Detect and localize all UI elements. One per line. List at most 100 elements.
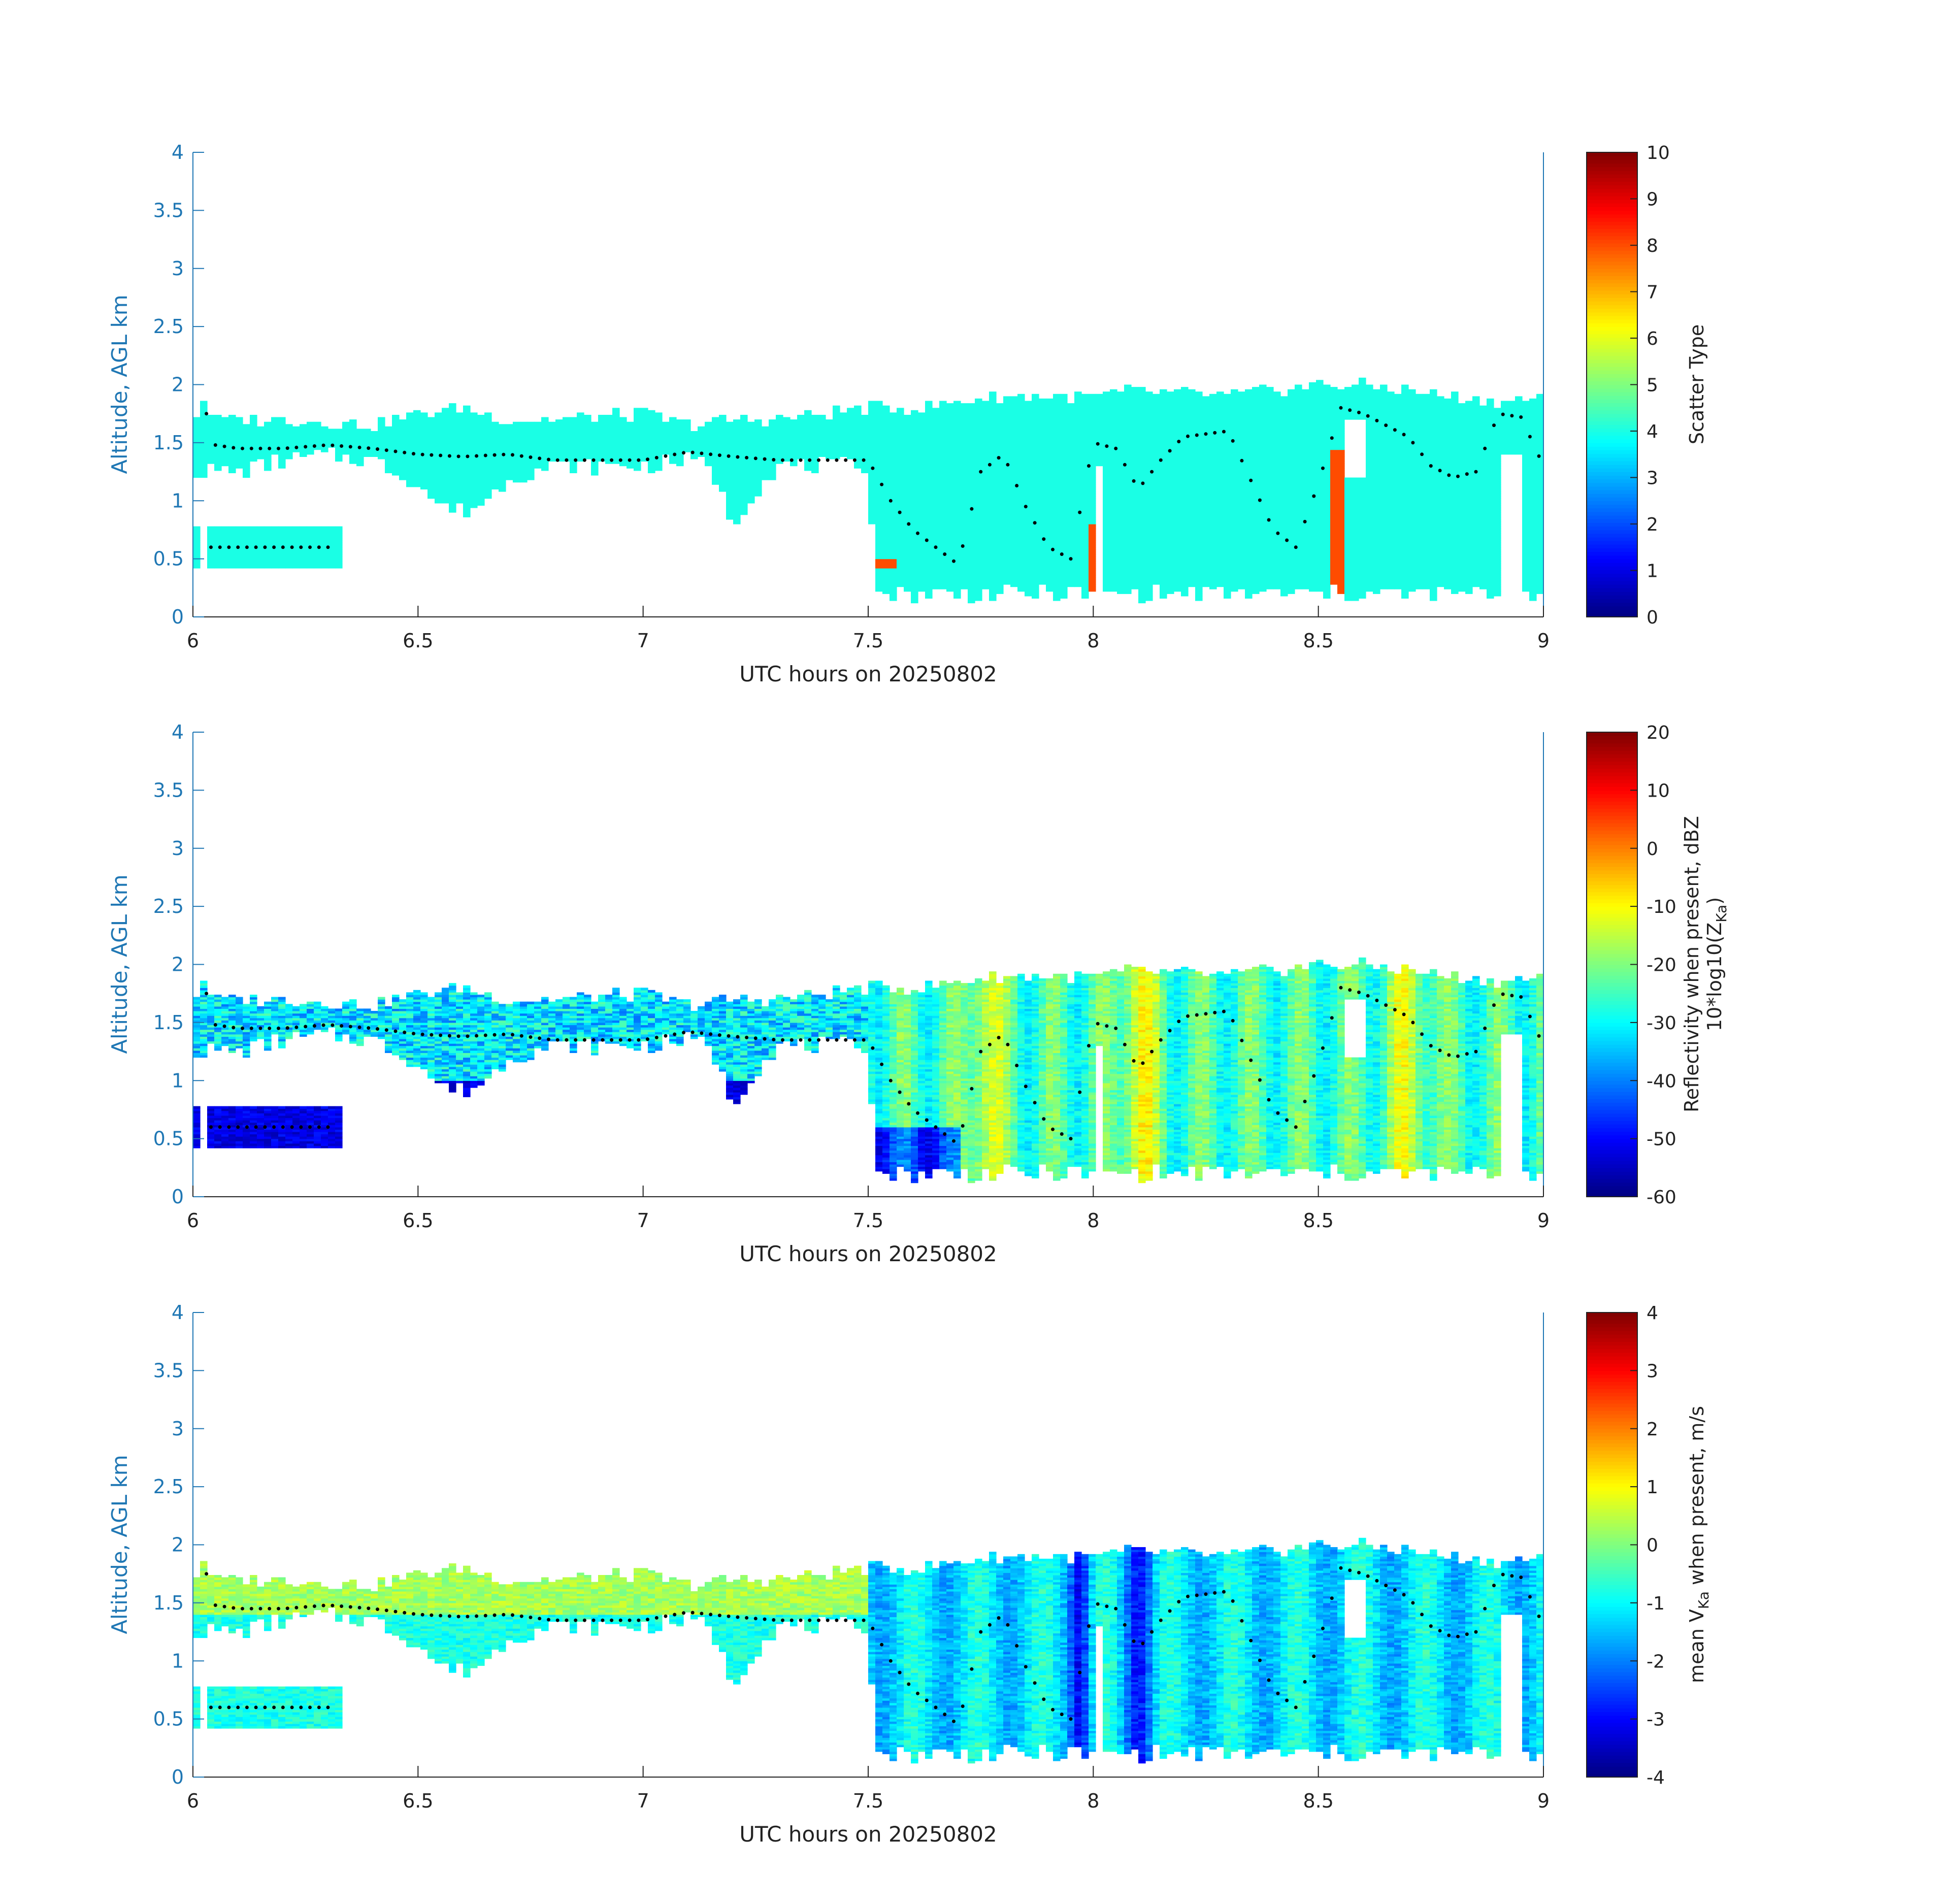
heatmap-cell — [427, 431, 435, 434]
heatmap-cell — [868, 480, 876, 482]
heatmap-cell — [776, 429, 783, 431]
heatmap-cell — [804, 417, 812, 420]
heatmap-cell — [506, 447, 513, 450]
heatmap-cell — [897, 515, 904, 517]
heatmap-cell — [634, 426, 641, 429]
heatmap-cell — [591, 464, 599, 466]
heatmap-cell — [605, 434, 613, 436]
heatmap-cell — [747, 431, 755, 434]
heatmap-cell — [577, 456, 584, 459]
heatmap-cell — [655, 426, 663, 429]
heatmap-cell — [882, 466, 890, 469]
heatmap-cell — [584, 429, 591, 431]
heatmap-cell — [676, 438, 684, 441]
heatmap-cell — [264, 559, 272, 562]
heatmap-cell — [769, 443, 776, 445]
heatmap-cell — [527, 436, 535, 438]
heatmap-cell — [520, 422, 528, 424]
heatmap-cell — [442, 438, 449, 441]
heatmap-cell — [236, 554, 243, 557]
heatmap-cell — [449, 419, 456, 422]
heatmap-cell — [641, 412, 648, 415]
heatmap-cell — [264, 561, 272, 564]
heatmap-cell — [243, 459, 250, 462]
heatmap-cell — [292, 436, 300, 438]
heatmap-cell — [705, 422, 712, 424]
heatmap-cell — [833, 419, 840, 422]
heatmap-cell — [278, 464, 286, 466]
heatmap-cell — [811, 447, 819, 450]
heatmap-cell — [228, 468, 236, 471]
heatmap-cell — [300, 440, 307, 443]
heatmap-cell — [584, 426, 591, 429]
heatmap-cell — [676, 429, 684, 431]
heatmap-cell — [719, 431, 727, 434]
heatmap-cell — [463, 436, 471, 438]
heatmap-cell — [890, 540, 897, 543]
heatmap-cell — [413, 440, 421, 443]
heatmap-cell — [570, 436, 577, 438]
heatmap-cell — [690, 431, 698, 434]
heatmap-cell — [705, 434, 712, 436]
heatmap-cell — [364, 436, 371, 438]
heatmap-cell — [207, 417, 215, 420]
heatmap-cell — [321, 559, 328, 562]
heatmap-cell — [826, 429, 833, 431]
heatmap-cell — [918, 422, 926, 424]
heatmap-cell — [584, 440, 591, 443]
heatmap-cell — [911, 480, 918, 482]
heatmap-cell — [890, 489, 897, 491]
heatmap-cell — [491, 434, 499, 436]
heatmap-cell — [463, 510, 471, 513]
heatmap-cell — [250, 564, 257, 566]
heatmap-cell — [875, 443, 883, 445]
heatmap-cell — [911, 521, 918, 524]
heatmap-cell — [634, 443, 641, 445]
heatmap-cell — [712, 471, 719, 473]
heatmap-cell — [321, 531, 328, 534]
heatmap-cell — [868, 464, 876, 466]
heatmap-cell — [193, 459, 201, 462]
heatmap-cell — [236, 538, 243, 541]
heatmap-cell — [627, 438, 634, 441]
heatmap-cell — [442, 434, 449, 436]
heatmap-cell — [200, 450, 208, 452]
heatmap-cell — [449, 501, 456, 503]
heatmap-cell — [243, 436, 250, 438]
heatmap-cell — [897, 505, 904, 508]
heatmap-cell — [705, 424, 712, 426]
heatmap-cell — [506, 473, 513, 475]
heatmap-cell — [491, 443, 499, 445]
heatmap-cell — [442, 478, 449, 480]
heatmap-cell — [769, 475, 776, 478]
heatmap-cell — [705, 459, 712, 462]
heatmap-cell — [641, 436, 648, 438]
heatmap-cell — [826, 434, 833, 436]
heatmap-cell — [861, 431, 869, 434]
heatmap-cell — [314, 559, 321, 562]
heatmap-cell — [477, 501, 485, 503]
heatmap-cell — [307, 450, 314, 452]
heatmap-cell — [499, 429, 506, 431]
heatmap-cell — [243, 468, 250, 471]
heatmap-cell — [605, 431, 613, 434]
heatmap-cell — [292, 540, 300, 543]
heatmap-cell — [911, 547, 918, 550]
heatmap-cell — [392, 429, 400, 431]
heatmap-cell — [897, 434, 904, 436]
heatmap-cell — [207, 424, 215, 426]
heatmap-cell — [754, 452, 762, 454]
heatmap-cell — [890, 491, 897, 494]
heatmap-cell — [897, 436, 904, 438]
heatmap-cell — [470, 468, 478, 471]
heatmap-cell — [911, 594, 918, 596]
heatmap-cell — [740, 436, 748, 438]
heatmap-cell — [804, 464, 812, 466]
heatmap-cell — [513, 466, 520, 469]
heatmap-cell — [463, 412, 471, 415]
heatmap-cell — [250, 431, 257, 434]
heatmap-cell — [470, 471, 478, 473]
heatmap-cell — [890, 552, 897, 554]
heatmap-cell — [392, 468, 400, 471]
heatmap-cell — [676, 424, 684, 426]
